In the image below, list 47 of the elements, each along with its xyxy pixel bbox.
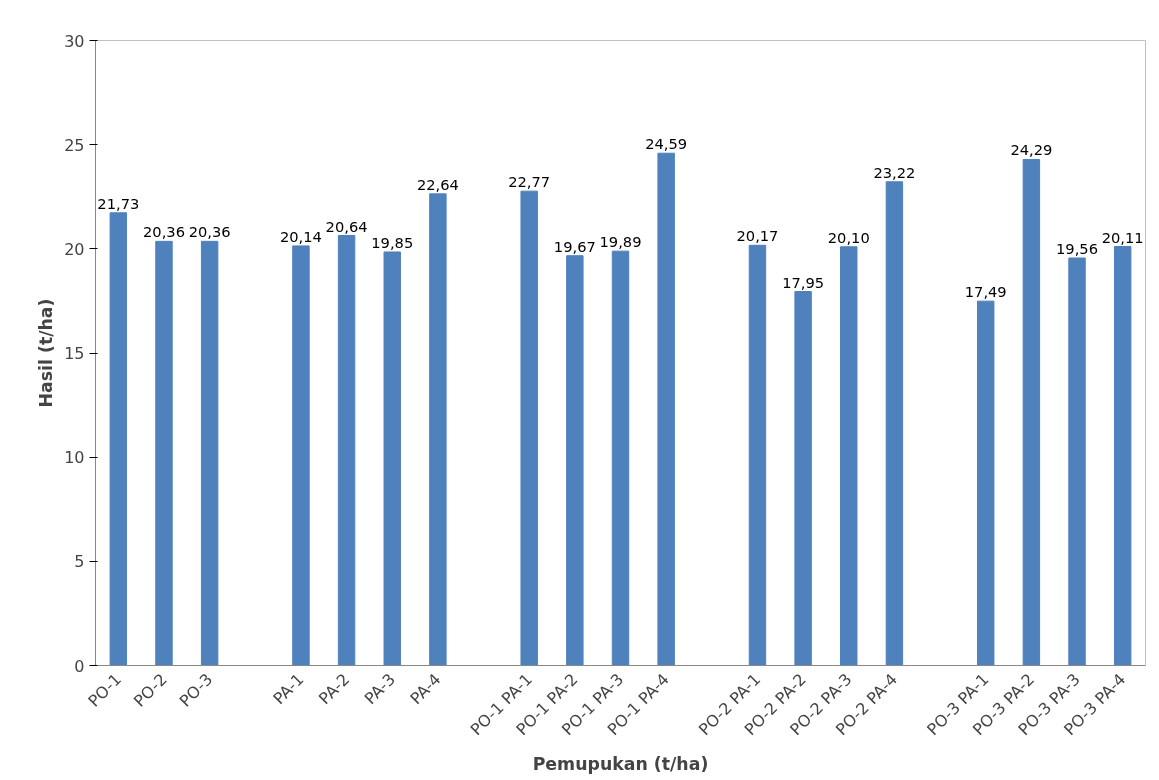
- bar: [383, 251, 401, 666]
- y-tick-label: 0: [74, 656, 85, 676]
- data-label: 21,73: [97, 194, 140, 212]
- bar: [337, 235, 356, 666]
- y-tick-label: 10: [64, 448, 85, 468]
- bar: [292, 245, 310, 666]
- data-label: 23,22: [873, 163, 916, 181]
- bar: [611, 250, 630, 666]
- data-label: 20,11: [1101, 228, 1144, 246]
- y-tick-label: 15: [64, 344, 85, 363]
- bar: [748, 244, 767, 666]
- y-tick-label: 25: [64, 135, 85, 155]
- data-label: 17,49: [964, 283, 1007, 301]
- bar: [200, 240, 219, 666]
- bar: [429, 193, 447, 666]
- data-label: 20,14: [279, 227, 322, 245]
- bar: [657, 152, 675, 666]
- data-label: 22,64: [416, 175, 459, 193]
- data-label: 24,29: [1010, 141, 1053, 159]
- y-tick-label: 5: [74, 552, 85, 572]
- bar: [1022, 158, 1041, 666]
- data-label: 17,95: [782, 273, 825, 291]
- bar: [566, 255, 584, 666]
- bar: [520, 190, 538, 666]
- data-label: 19,89: [599, 233, 642, 251]
- data-label: 20,36: [143, 223, 185, 241]
- bar: [1068, 257, 1086, 666]
- bar: [840, 246, 858, 666]
- bar: [977, 300, 995, 666]
- y-axis-title: Hasil (t/ha): [36, 298, 57, 408]
- data-label: 20,64: [325, 217, 368, 235]
- data-label: 22,77: [508, 173, 551, 191]
- bar: [109, 212, 128, 666]
- y-tick-label: 20: [64, 239, 85, 259]
- data-label: 19,85: [371, 233, 414, 251]
- y-tick-label: 30: [64, 31, 85, 51]
- x-axis-title: Pemupukan (t/ha): [532, 753, 709, 774]
- bar: [155, 240, 173, 666]
- data-label: 20,36: [188, 223, 231, 241]
- data-label: 19,67: [553, 237, 596, 255]
- data-label: 24,59: [645, 135, 688, 153]
- bar: [1113, 246, 1132, 666]
- bar: [885, 181, 904, 666]
- data-label: 20,17: [736, 227, 779, 245]
- data-label: 20,10: [827, 228, 870, 246]
- data-label: 19,56: [1056, 240, 1099, 257]
- bar: [794, 291, 812, 666]
